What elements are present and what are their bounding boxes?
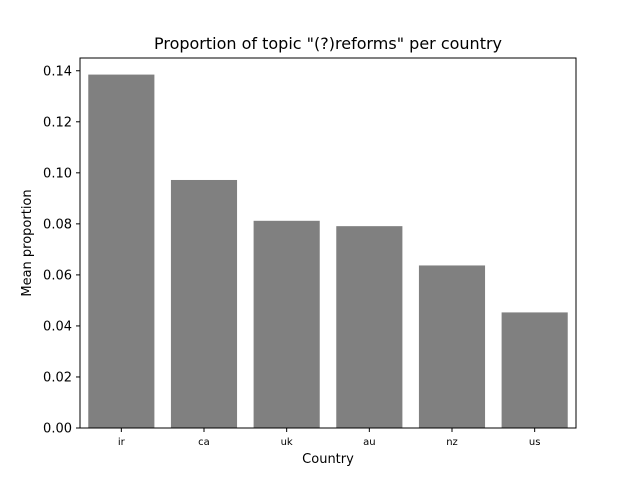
x-tick-label-nz: nz bbox=[446, 437, 458, 448]
x-axis-label: Country bbox=[302, 452, 354, 467]
bar-ca bbox=[170, 179, 238, 428]
x-tick-label-us: us bbox=[529, 437, 541, 448]
y-axis-label: Mean proportion bbox=[20, 189, 35, 296]
plot-area: ir ca uk au nz us 0.00 0.02 0.04 0.06 0.08 0.10 0.12… bbox=[43, 64, 568, 448]
bar-uk bbox=[253, 220, 320, 428]
y-tick-label: 0.02 bbox=[43, 370, 72, 385]
x-tick-label-uk: uk bbox=[281, 437, 293, 448]
bar-ir bbox=[88, 74, 155, 428]
x-tick-label-ir: ir bbox=[118, 437, 126, 448]
bar-au bbox=[336, 226, 403, 428]
y-tick-label: 0.10 bbox=[43, 166, 72, 181]
y-tick-label: 0.12 bbox=[43, 115, 72, 130]
y-tick-label: 0.14 bbox=[43, 64, 72, 79]
chart-title: Proportion of topic "(?)reforms" per cou… bbox=[154, 34, 502, 53]
bar-nz bbox=[418, 265, 486, 428]
y-tick-label: 0.08 bbox=[43, 217, 72, 232]
y-tick-label: 0.00 bbox=[43, 422, 72, 437]
x-tick-label-au: au bbox=[363, 437, 375, 448]
axes-frame bbox=[79, 57, 577, 429]
x-tick-label-ca: ca bbox=[198, 437, 210, 448]
bar-us bbox=[501, 312, 568, 428]
y-tick-label: 0.06 bbox=[43, 268, 72, 283]
y-tick-label: 0.04 bbox=[43, 319, 72, 334]
